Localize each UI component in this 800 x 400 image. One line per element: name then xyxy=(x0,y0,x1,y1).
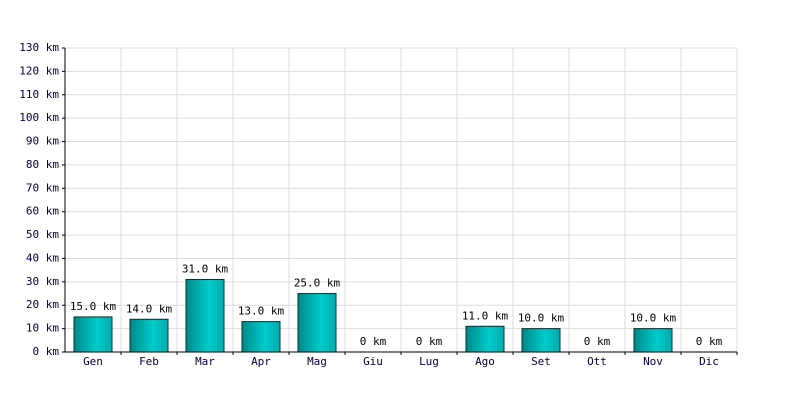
y-tick-label: 20 km xyxy=(26,298,59,311)
bar xyxy=(241,321,281,353)
y-tick-label: 120 km xyxy=(19,64,59,77)
value-label: 15.0 km xyxy=(70,300,117,313)
value-label: 13.0 km xyxy=(238,305,285,318)
value-label: 25.0 km xyxy=(294,277,341,290)
bar xyxy=(73,316,113,353)
y-tick-label: 40 km xyxy=(26,251,59,264)
x-tick-label: Feb xyxy=(139,355,159,368)
value-label: 10.0 km xyxy=(630,312,677,325)
y-tick-label: 50 km xyxy=(26,228,59,241)
value-label: 0 km xyxy=(696,335,723,348)
y-tick-label: 90 km xyxy=(26,135,59,148)
bar xyxy=(129,318,169,353)
y-tick-label: 30 km xyxy=(26,275,59,288)
bar xyxy=(465,325,505,353)
x-tick-label: Giu xyxy=(363,355,383,368)
bar xyxy=(633,328,673,353)
y-tick-label: 130 km xyxy=(19,41,59,54)
y-tick-label: 0 km xyxy=(33,345,60,358)
value-label: 11.0 km xyxy=(462,309,509,322)
bar xyxy=(521,328,561,353)
value-label: 14.0 km xyxy=(126,302,173,315)
y-tick-label: 70 km xyxy=(26,181,59,194)
value-label: 31.0 km xyxy=(182,263,229,276)
value-label: 0 km xyxy=(360,335,387,348)
x-tick-label: Set xyxy=(531,355,551,368)
x-tick-label: Mar xyxy=(195,355,215,368)
x-tick-label: Ott xyxy=(587,355,607,368)
y-tick-label: 110 km xyxy=(19,88,59,101)
x-tick-label: Dic xyxy=(699,355,719,368)
x-tick-label: Nov xyxy=(643,355,663,368)
value-label: 10.0 km xyxy=(518,312,565,325)
y-tick-label: 80 km xyxy=(26,158,59,171)
y-tick-label: 100 km xyxy=(19,111,59,124)
x-tick-label: Gen xyxy=(83,355,103,368)
x-tick-label: Mag xyxy=(307,355,327,368)
value-label: 0 km xyxy=(416,335,443,348)
x-tick-label: Apr xyxy=(251,355,271,368)
y-tick-label: 10 km xyxy=(26,322,59,335)
y-tick-label: 60 km xyxy=(26,205,59,218)
x-tick-label: Lug xyxy=(419,355,439,368)
x-tick-label: Ago xyxy=(475,355,495,368)
bar xyxy=(297,293,337,353)
value-label: 0 km xyxy=(584,335,611,348)
bar xyxy=(185,279,225,353)
